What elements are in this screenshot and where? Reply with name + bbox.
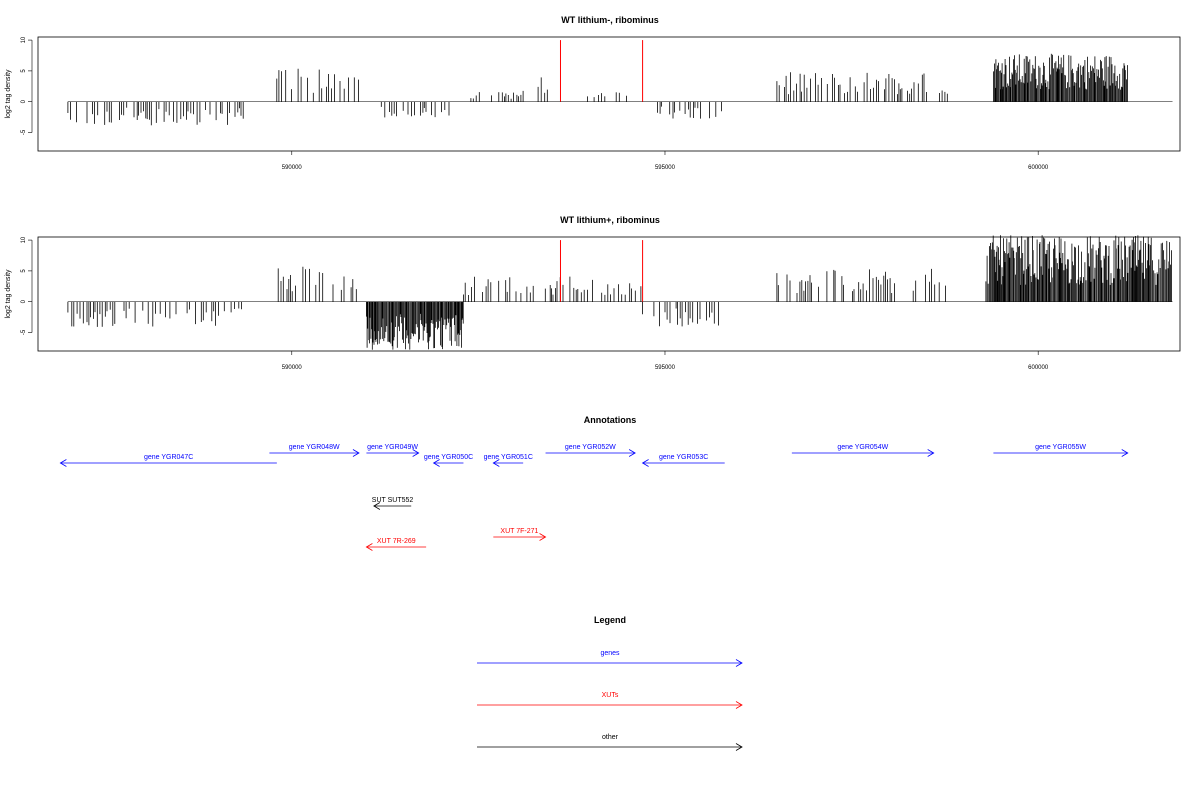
x-tick-label: 595000	[655, 165, 676, 171]
arrowhead-icon	[432, 459, 440, 467]
y-tick-label: 10	[21, 236, 27, 243]
feature-label: gene YGR050C	[424, 454, 473, 461]
annotation-feature: gene YGR047C	[59, 454, 277, 467]
feature-label: XUT 7F-271	[500, 528, 538, 535]
feature-label: gene YGR055W	[1035, 444, 1086, 451]
coverage-panel-lithium-minus: WT lithium-, ribominus log2 tag density …	[5, 15, 1181, 171]
arrowhead-icon	[735, 659, 743, 667]
arrowhead-icon	[735, 701, 743, 709]
arrowhead-icon	[365, 543, 373, 551]
feature-label: gene YGR054W	[837, 444, 888, 451]
arrowhead-icon	[641, 459, 649, 467]
x-axis: 590000 595000 600000	[282, 151, 1049, 171]
y-tick-label: 5	[21, 69, 27, 73]
annotation-feature: XUT 7F-271	[493, 528, 547, 541]
annotation-feature: gene YGR054W	[791, 444, 935, 457]
x-tick-label: 600000	[1028, 365, 1049, 371]
x-tick-label: 590000	[282, 165, 303, 171]
panel-title: WT lithium-, ribominus	[561, 15, 659, 25]
annotation-feature: gene YGR055W	[993, 444, 1129, 457]
arrowhead-icon	[539, 533, 547, 541]
x-tick-label: 595000	[655, 365, 676, 371]
annotation-feature: XUT 7R-269	[365, 538, 427, 551]
legend-item: XUTs	[477, 692, 743, 709]
arrowhead-icon	[59, 459, 67, 467]
coverage-panel-lithium-plus: WT lithium+, ribominus log2 tag density …	[5, 215, 1181, 371]
annotation-feature: SUT SUT552	[372, 497, 414, 510]
x-axis: 590000 595000 600000	[282, 351, 1049, 371]
annotation-features: gene YGR047C gene YGR048W gene YGR049W gene…	[59, 444, 1129, 551]
y-axis-label: log2 tag density	[5, 269, 12, 319]
legend-item: other	[477, 734, 743, 751]
x-tick-label: 600000	[1028, 165, 1049, 171]
plot-frame	[37, 236, 1181, 352]
arrowhead-icon	[628, 449, 636, 457]
annotation-feature: gene YGR053C	[641, 454, 725, 467]
annotations-title: Annotations	[584, 415, 637, 425]
feature-label: SUT SUT552	[372, 497, 414, 504]
feature-label: gene YGR053C	[659, 454, 708, 461]
legend-label: genes	[600, 650, 620, 657]
legend-panel: Legend genes XUTs other	[477, 615, 743, 751]
arrowhead-icon	[1121, 449, 1129, 457]
y-tick-label: 10	[21, 36, 27, 43]
feature-label: gene YGR048W	[289, 444, 340, 451]
y-tick-label: 0	[21, 299, 27, 303]
legend-label: XUTs	[602, 692, 619, 699]
y-tick-label: -5	[21, 329, 27, 335]
marker-lines	[559, 240, 644, 302]
arrowhead-icon	[373, 502, 381, 510]
arrowhead-icon	[927, 449, 935, 457]
legend-item: genes	[477, 650, 743, 667]
annotation-feature: gene YGR052W	[545, 444, 636, 457]
arrowhead-icon	[735, 743, 743, 751]
y-axis-label: log2 tag density	[5, 69, 12, 119]
marker-lines	[559, 40, 644, 102]
y-axis: -5 0 5 10	[21, 236, 33, 335]
coverage-bars	[67, 235, 1172, 350]
feature-label: gene YGR049W	[367, 444, 418, 451]
feature-label: gene YGR052W	[565, 444, 616, 451]
legend-title: Legend	[594, 615, 626, 625]
coverage-bars	[67, 53, 1128, 126]
annotation-feature: gene YGR049W	[366, 444, 420, 457]
annotation-feature: gene YGR051C	[484, 454, 533, 467]
y-axis: -5 0 5 10	[21, 36, 33, 135]
y-tick-label: -5	[21, 129, 27, 135]
feature-label: XUT 7R-269	[377, 538, 416, 545]
panel-title: WT lithium+, ribominus	[560, 215, 660, 225]
feature-label: gene YGR051C	[484, 454, 533, 461]
arrowhead-icon	[412, 449, 420, 457]
feature-label: gene YGR047C	[144, 454, 193, 461]
x-tick-label: 590000	[282, 365, 303, 371]
arrowhead-icon	[492, 459, 500, 467]
legend-items: genes XUTs other	[477, 650, 743, 751]
arrowhead-icon	[352, 449, 360, 457]
annotation-feature: gene YGR048W	[269, 444, 360, 457]
y-tick-label: 0	[21, 99, 27, 103]
legend-label: other	[602, 734, 619, 741]
y-tick-label: 5	[21, 269, 27, 273]
plot-frame	[37, 36, 1181, 152]
annotation-feature: gene YGR050C	[424, 454, 473, 467]
